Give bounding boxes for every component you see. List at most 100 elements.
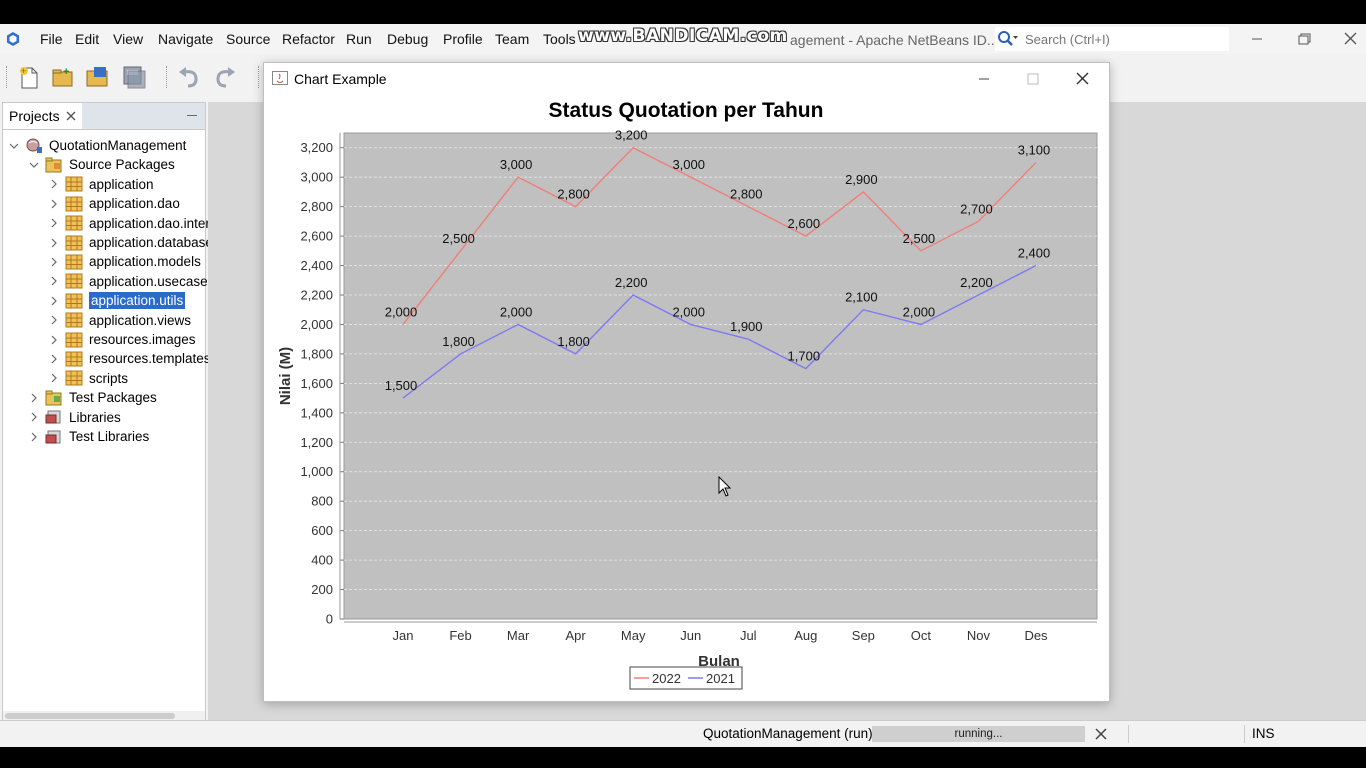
tree-item[interactable]: application.views xyxy=(49,311,191,330)
tree-item[interactable]: scripts xyxy=(49,369,128,388)
chart-window-titlebar: Chart Example xyxy=(264,63,1109,95)
y-tick-label: 2,000 xyxy=(300,317,333,332)
menu-profile[interactable]: Profile xyxy=(443,31,483,47)
chevron-right-icon[interactable] xyxy=(49,354,59,364)
chevron-right-icon[interactable] xyxy=(49,238,59,248)
undo-icon[interactable] xyxy=(176,64,202,90)
tree-item[interactable]: application.dao.inter xyxy=(49,214,210,233)
menu-navigate[interactable]: Navigate xyxy=(158,31,214,47)
chevron-right-icon[interactable] xyxy=(49,179,59,189)
menu-source[interactable]: Source xyxy=(226,31,271,47)
x-tick-label: Jan xyxy=(393,628,414,643)
y-tick-label: 800 xyxy=(311,494,333,509)
data-label: 2,100 xyxy=(845,290,878,305)
horizontal-scrollbar[interactable] xyxy=(3,711,205,721)
chevron-right-icon[interactable] xyxy=(29,412,39,422)
chevron-right-icon[interactable] xyxy=(29,432,39,442)
y-tick-label: 400 xyxy=(311,553,333,568)
chevron-right-icon[interactable] xyxy=(49,373,59,383)
chevron-right-icon[interactable] xyxy=(49,218,59,228)
chart-close-icon[interactable] xyxy=(1073,70,1093,88)
close-tab-icon[interactable] xyxy=(66,111,76,121)
netbeans-logo-icon xyxy=(7,32,19,46)
menu-view[interactable]: View xyxy=(113,31,144,47)
toolbar-grip xyxy=(6,66,7,88)
search-input[interactable] xyxy=(1023,29,1227,49)
plot-area xyxy=(343,132,1098,620)
chevron-right-icon[interactable] xyxy=(49,296,59,306)
x-axis-label: Bulan xyxy=(698,653,740,670)
data-label: 2,600 xyxy=(788,216,821,231)
chart-title: Status Quotation per Tahun xyxy=(549,99,824,122)
menu-debug[interactable]: Debug xyxy=(387,31,429,47)
insert-mode-indicator: INS xyxy=(1252,726,1275,741)
tree-item[interactable]: Test Packages xyxy=(29,388,157,407)
chevron-right-icon[interactable] xyxy=(29,393,39,403)
run-progress-bar: running... xyxy=(872,726,1085,742)
y-tick-label: 2,800 xyxy=(300,199,333,214)
tree-item[interactable]: application xyxy=(49,175,154,194)
chevron-right-icon[interactable] xyxy=(49,276,59,286)
package-icon xyxy=(65,293,83,309)
projects-panel-header: Projects xyxy=(3,103,205,130)
window-title: agement - Apache NetBeans ID... xyxy=(790,32,999,48)
bandicam-watermark: www.BANDICAM.com xyxy=(578,26,788,46)
x-tick-label: Aug xyxy=(794,628,817,643)
data-label: 1,900 xyxy=(730,319,763,334)
data-label: 2,000 xyxy=(385,304,418,319)
tab-projects[interactable]: Projects xyxy=(3,103,82,129)
restore-window-icon[interactable] xyxy=(1291,28,1317,50)
minimize-panel-icon[interactable] xyxy=(187,115,197,116)
tree-item[interactable]: application.dao xyxy=(49,194,180,213)
new-file-icon[interactable]: + xyxy=(16,64,42,90)
tree-item-label: Source Packages xyxy=(69,157,175,173)
open-project-icon[interactable] xyxy=(85,64,111,90)
save-all-icon[interactable] xyxy=(121,64,147,90)
chevron-down-icon[interactable] xyxy=(29,160,39,170)
x-tick-label: Des xyxy=(1024,628,1048,643)
svg-text:+: + xyxy=(21,66,26,76)
chevron-right-icon[interactable] xyxy=(49,335,59,345)
menu-team[interactable]: Team xyxy=(495,31,530,47)
menu-edit[interactable]: Edit xyxy=(75,31,100,47)
menu-tools[interactable]: Tools xyxy=(543,31,576,47)
tree-item-label: QuotationManagement xyxy=(49,138,187,153)
menu-refactor[interactable]: Refactor xyxy=(282,31,335,47)
tree-item-label: application.database xyxy=(89,235,213,250)
chevron-down-icon[interactable] xyxy=(9,141,19,151)
libraries-icon xyxy=(45,410,61,424)
tree-item[interactable]: resources.templates xyxy=(49,349,211,368)
minimize-window-icon[interactable] xyxy=(1244,28,1270,50)
chevron-right-icon[interactable] xyxy=(49,315,59,325)
redo-icon[interactable] xyxy=(212,64,238,90)
status-separator xyxy=(1128,725,1129,743)
stop-run-icon[interactable] xyxy=(1094,725,1108,741)
tree-item[interactable]: Source Packages xyxy=(29,155,175,174)
tree-item[interactable]: QuotationManagement xyxy=(9,136,186,155)
chart-window-title: Chart Example xyxy=(294,71,387,87)
package-icon xyxy=(65,332,83,347)
y-tick-label: 1,200 xyxy=(300,435,333,450)
chart-maximize-icon[interactable] xyxy=(1023,70,1043,88)
menu-run[interactable]: Run xyxy=(346,31,372,47)
tree-item[interactable]: application.utils xyxy=(49,291,186,310)
chart-minimize-icon[interactable] xyxy=(974,70,994,88)
new-project-icon[interactable]: + xyxy=(50,64,76,90)
chevron-right-icon[interactable] xyxy=(49,199,59,209)
tree-item-label: Libraries xyxy=(69,409,121,425)
x-tick-label: Apr xyxy=(566,628,587,643)
tree-item[interactable]: Libraries xyxy=(29,408,121,427)
scrollbar-thumb[interactable] xyxy=(5,713,175,719)
chevron-right-icon[interactable] xyxy=(49,257,59,267)
close-window-icon[interactable] xyxy=(1338,28,1364,50)
tree-item[interactable]: application.database xyxy=(49,233,213,252)
search-box[interactable] xyxy=(995,27,1229,51)
tree-item[interactable]: application.models xyxy=(49,252,201,271)
java-window-icon xyxy=(272,71,288,85)
tree-item[interactable]: resources.images xyxy=(49,330,196,349)
tree-item[interactable]: Test Libraries xyxy=(29,427,149,446)
x-tick-label: Sep xyxy=(852,628,875,643)
tree-item-label: application.utils xyxy=(89,292,186,310)
menu-file[interactable]: File xyxy=(40,31,63,47)
tree-item[interactable]: application.usecases xyxy=(49,272,214,291)
